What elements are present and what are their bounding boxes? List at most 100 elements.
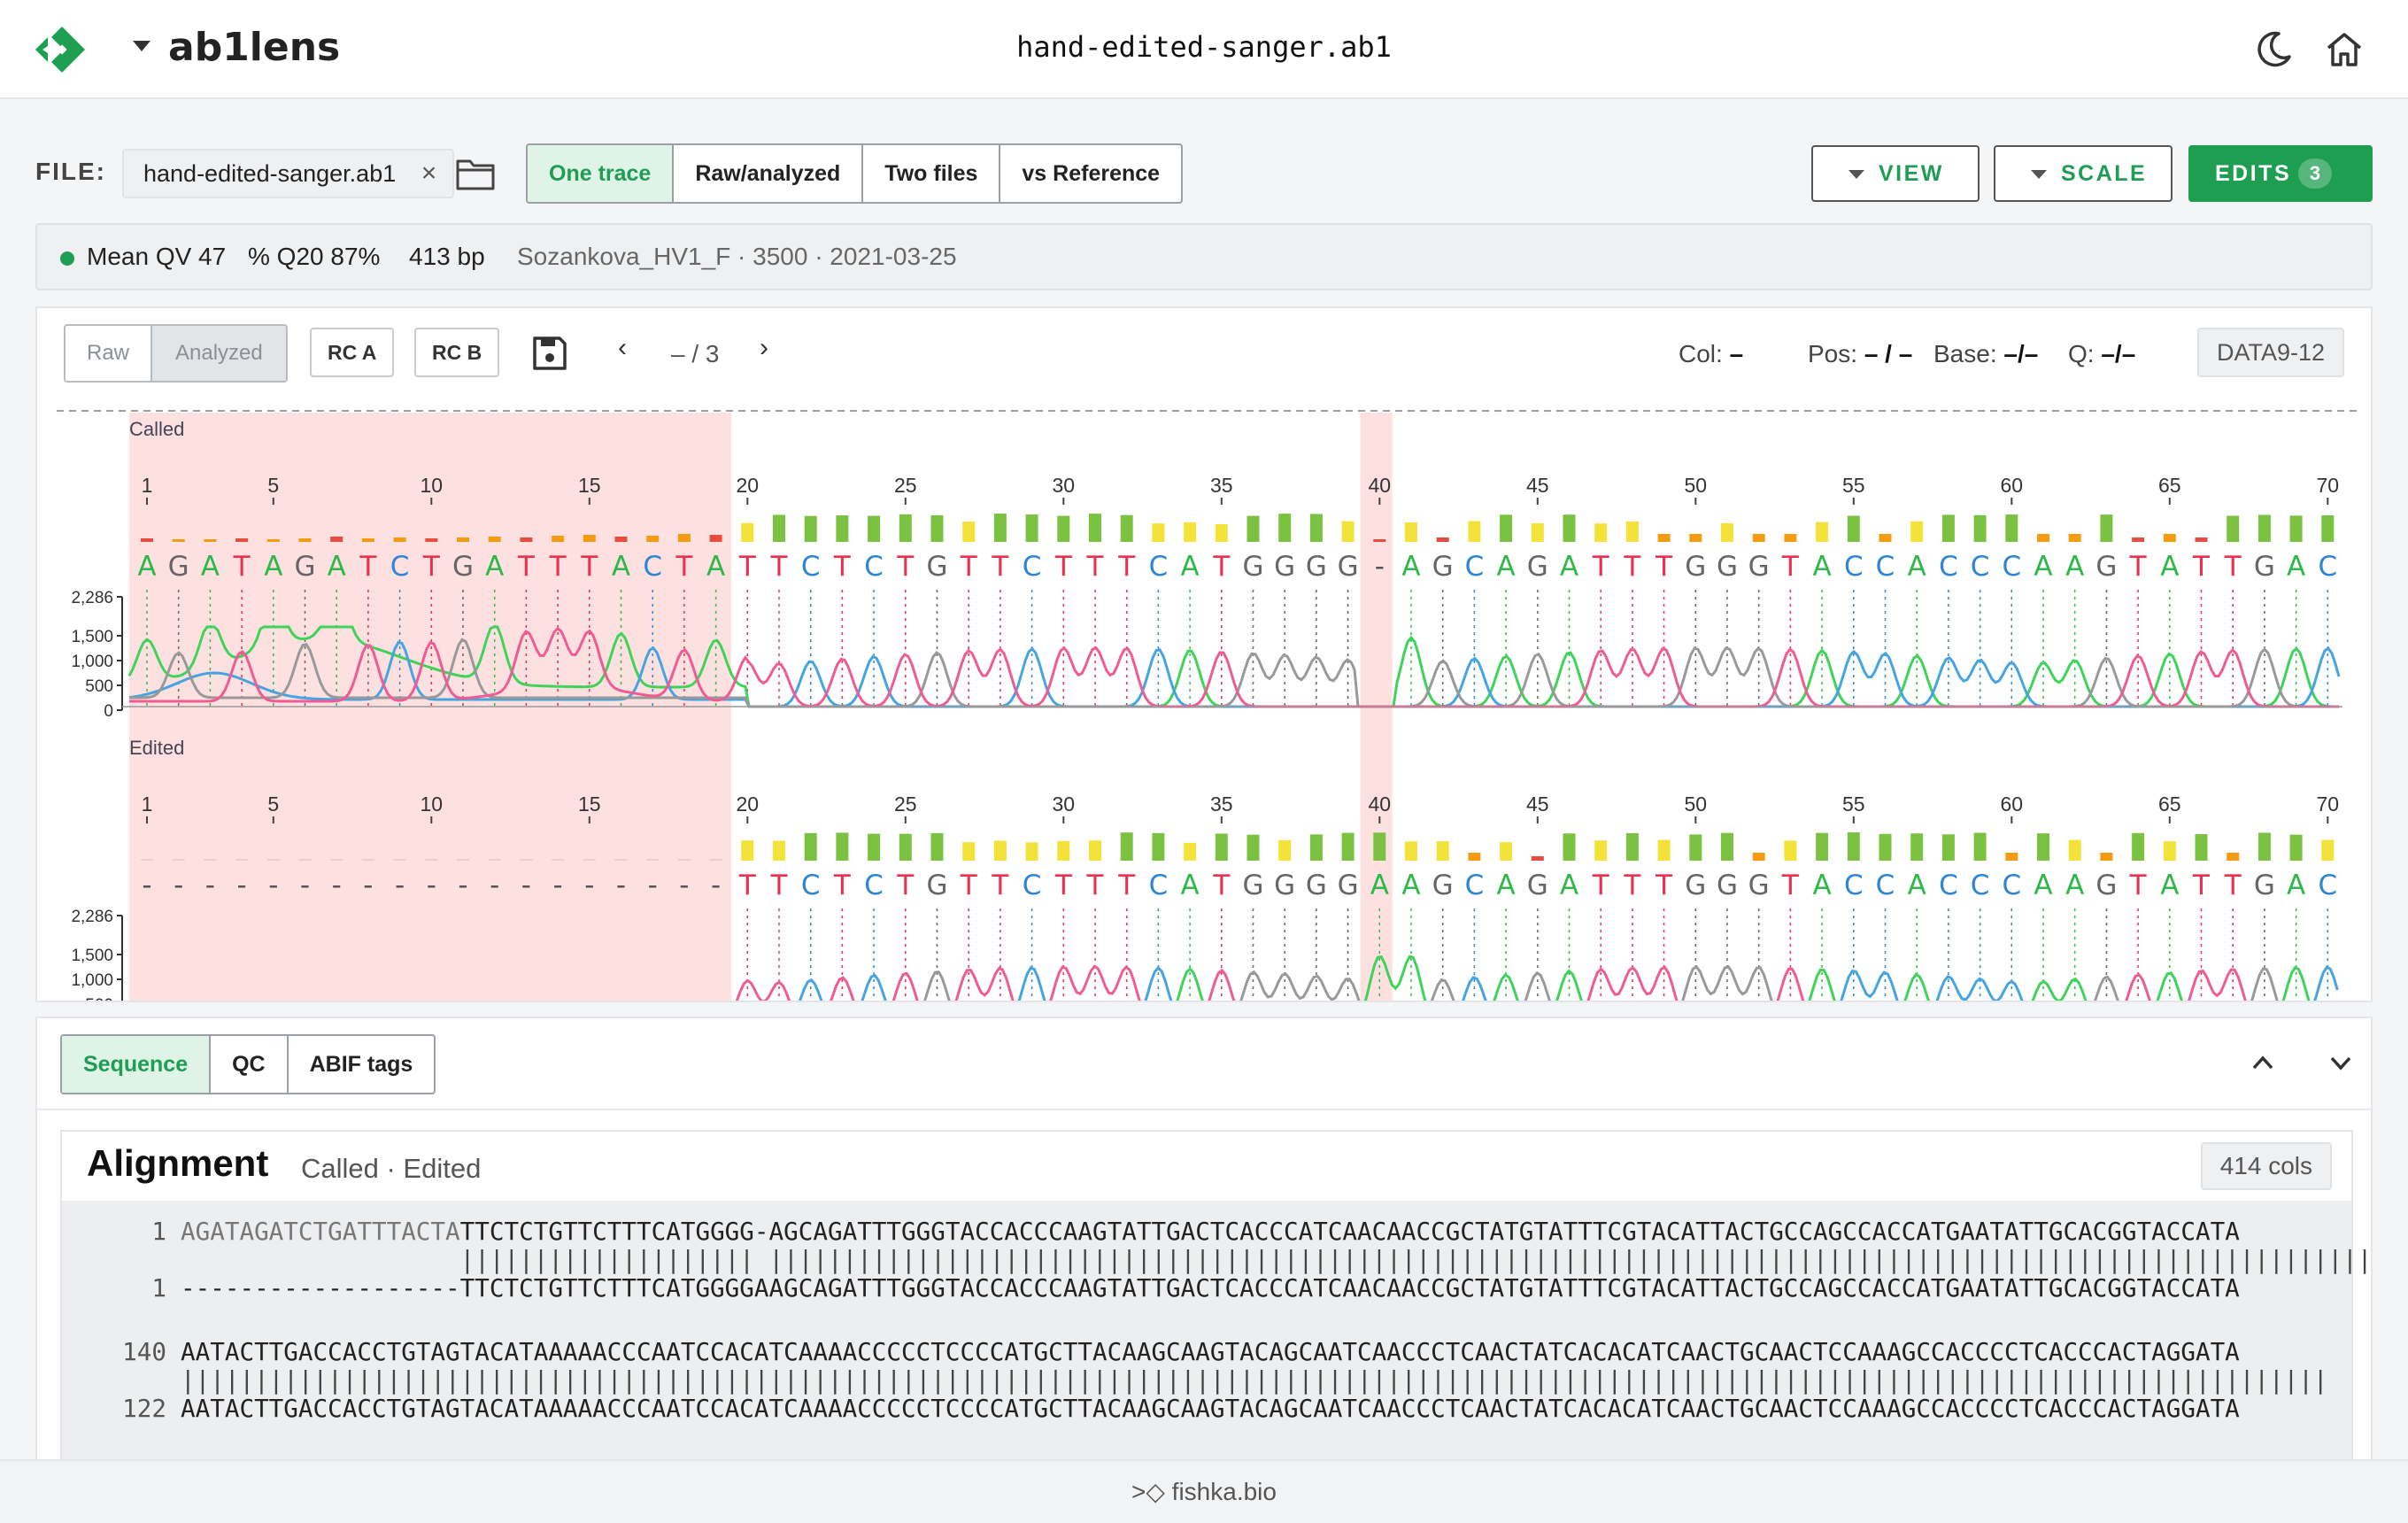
chevron-down-icon[interactable] — [2323, 1045, 2358, 1080]
base-call: T — [1054, 870, 1073, 901]
alignment-row-number: 1 — [151, 1273, 166, 1303]
sample-meta: Sozankova_HV1_F · 3500 · 2021-03-25 — [517, 243, 957, 270]
alignment-sequence: AGATAGATCTGATTTACTATTCTCTGTTCTTTCATGGGG-… — [181, 1217, 2240, 1246]
quality-bar — [962, 521, 976, 542]
quality-bar — [1784, 534, 1797, 542]
base-call: A — [1812, 551, 1831, 583]
quality-status-dot-icon — [60, 251, 74, 266]
quality-bar — [899, 514, 912, 542]
file-chip[interactable]: hand-edited-sanger.ab1 × — [122, 149, 455, 198]
tab-abif-tags[interactable]: ABIF tags — [309, 1052, 413, 1077]
quality-bar — [1373, 539, 1386, 542]
base-call: A — [2160, 551, 2179, 583]
scale-menu-button[interactable]: SCALE — [1994, 145, 2173, 202]
quality-bar — [1657, 839, 1671, 861]
col-readout-label: Col: — [1679, 340, 1723, 367]
quality-bar — [1941, 834, 1955, 861]
chevron-up-icon[interactable] — [2245, 1045, 2281, 1080]
tab-sequence[interactable]: Sequence — [62, 1036, 212, 1093]
home-icon[interactable] — [2323, 28, 2366, 71]
base-readout: Base: –/– — [1933, 340, 2038, 368]
quality-bar — [709, 535, 722, 542]
mode-one-trace[interactable]: One trace — [528, 145, 675, 202]
base-call: - — [300, 870, 310, 901]
quality-bar — [2289, 834, 2303, 861]
quality-bar — [1025, 514, 1038, 542]
position-tick-label: 10 — [421, 474, 444, 497]
quality-bar — [1246, 515, 1260, 542]
alignment-sequence: -------------------TTCTCTGTTCTTTCATGGGGA… — [181, 1273, 2240, 1303]
quality-bar — [1468, 853, 1481, 861]
quality-bar — [1278, 839, 1292, 861]
mode-two-files[interactable]: Two files — [863, 145, 1001, 202]
mode-raw-analyzed[interactable]: Raw/analyzed — [674, 145, 864, 202]
dark-mode-moon-icon[interactable] — [2252, 28, 2295, 71]
base-call: - — [268, 870, 278, 901]
quality-bar — [520, 537, 533, 542]
quality-bar — [298, 859, 312, 861]
tab-qc[interactable]: QC — [211, 1036, 289, 1093]
position-tick-label: 5 — [267, 792, 279, 816]
base-call: - — [174, 870, 183, 901]
base-call: T — [2224, 870, 2242, 901]
quality-bar — [1784, 840, 1797, 861]
quality-bar — [457, 859, 469, 861]
trace-channel-t — [735, 964, 2247, 1001]
quality-bar — [741, 840, 754, 861]
edits-button[interactable]: EDITS 3 — [2188, 145, 2373, 202]
base-call: G — [1274, 551, 1295, 583]
base-call: C — [1149, 551, 1169, 583]
quality-bar — [2005, 514, 2018, 542]
base-call: C — [801, 551, 821, 583]
raw-toggle[interactable]: Raw — [87, 341, 130, 365]
quality-bar — [1341, 832, 1354, 861]
quality-bar — [1436, 537, 1449, 542]
quality-bar — [425, 859, 438, 861]
base-call: T — [233, 551, 251, 583]
view-menu-button[interactable]: VIEW — [1811, 145, 1980, 202]
alignment-match-bars: ||||||||||||||||||||||||||||||||||||||||… — [181, 1365, 2328, 1395]
app-menu-caret-icon[interactable] — [133, 41, 150, 51]
position-tick-label: 50 — [1685, 474, 1708, 497]
quality-bar — [2132, 832, 2145, 861]
channel-badge[interactable]: DATA9-12 — [2197, 328, 2345, 377]
quality-bar — [393, 859, 406, 861]
pos-readout-label: Pos: — [1808, 340, 1858, 367]
base-call: C — [1939, 870, 1958, 901]
quality-bar — [2227, 853, 2240, 861]
base-call: T — [1212, 870, 1231, 901]
alignment-row-match: ||||||||||||||||||||||||||||||||||||||||… — [62, 1365, 2351, 1395]
base-call: A — [1560, 870, 1578, 901]
rc-a-button[interactable]: RC A — [310, 328, 395, 377]
analyzed-toggle[interactable]: Analyzed — [150, 326, 286, 381]
open-folder-icon[interactable] — [455, 156, 496, 191]
quality-bar — [773, 840, 785, 861]
mode-vs-reference[interactable]: vs Reference — [1022, 161, 1161, 186]
alignment-subtitle: Called · Edited — [301, 1153, 482, 1184]
base-call: A — [1401, 551, 1420, 583]
prev-edit-chevron-icon[interactable]: ‹ — [618, 333, 627, 362]
quality-bar — [2195, 834, 2208, 861]
file-title: hand-edited-sanger.ab1 — [1016, 30, 1392, 64]
base-call: T — [1655, 551, 1673, 583]
quality-bar — [1910, 521, 1924, 542]
rc-b-button[interactable]: RC B — [414, 328, 500, 377]
quality-bar — [552, 859, 565, 861]
scale-button-label: SCALE — [2061, 161, 2148, 186]
next-edit-chevron-icon[interactable]: › — [760, 333, 768, 362]
ab1lens-logo-icon[interactable] — [32, 25, 94, 74]
base-call: T — [2129, 870, 2148, 901]
base-call: A — [1908, 870, 1926, 901]
quality-bar — [1184, 842, 1197, 861]
quality-bar — [2321, 514, 2335, 542]
quality-bar — [930, 514, 944, 542]
save-icon[interactable] — [531, 335, 568, 372]
close-file-icon[interactable]: × — [421, 158, 437, 188]
quality-bar — [2100, 514, 2113, 542]
mean-qv-stat: Mean QV 47 — [87, 243, 227, 270]
footer-link[interactable]: >◇ fishka.bio — [1131, 1478, 1277, 1505]
base-readout-value: –/– — [2003, 340, 2039, 367]
position-tick-label: 45 — [1526, 474, 1549, 497]
base-call: - — [490, 870, 499, 901]
